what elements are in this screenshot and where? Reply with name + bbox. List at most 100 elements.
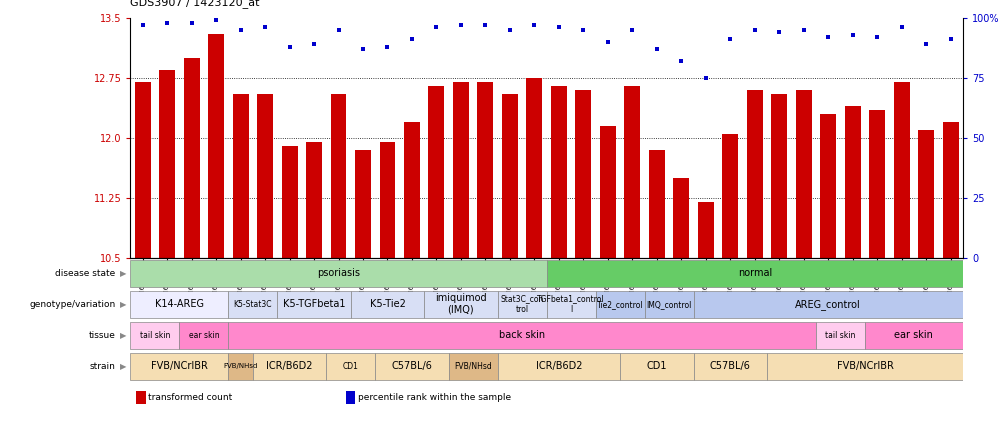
Text: C57BL/6: C57BL/6 (391, 361, 432, 371)
Point (672, 57, 688, 64)
Bar (893, 82, 909, 258)
Point (501, 26, 517, 33)
Text: back skin: back skin (499, 330, 545, 340)
Bar (767, 353, 962, 380)
Point (599, 38, 615, 45)
Bar (477, 82, 493, 258)
Point (183, 19, 199, 26)
Bar (917, 130, 933, 258)
Point (942, 36, 958, 43)
Point (159, 19, 175, 26)
Point (795, 26, 811, 33)
Bar (595, 291, 644, 317)
Bar (672, 178, 688, 258)
Bar (282, 146, 298, 258)
Text: genotype/variation: genotype/variation (29, 300, 115, 309)
Text: ▶: ▶ (120, 300, 126, 309)
Bar (232, 94, 248, 258)
Bar (550, 86, 566, 258)
Bar (575, 90, 591, 258)
Bar (644, 291, 692, 317)
Text: ear skin: ear skin (894, 330, 933, 340)
Bar (424, 291, 497, 317)
Bar (130, 291, 228, 317)
Text: IMQ_control: IMQ_control (645, 300, 691, 309)
Text: FVB/NHsd: FVB/NHsd (454, 362, 492, 371)
Bar (844, 106, 860, 258)
Text: Stat3C_con
trol: Stat3C_con trol (500, 294, 543, 314)
Text: CD1: CD1 (646, 361, 666, 371)
Bar (159, 70, 175, 258)
Point (355, 45, 371, 52)
Text: tissue: tissue (88, 331, 115, 340)
Text: ICR/B6D2: ICR/B6D2 (266, 361, 313, 371)
Bar (816, 322, 864, 349)
Bar (130, 353, 228, 380)
Bar (942, 122, 958, 258)
Text: K5-TGFbeta1: K5-TGFbeta1 (283, 299, 345, 309)
Point (477, 21, 493, 28)
Text: FVB/NCrIBR: FVB/NCrIBR (150, 361, 207, 371)
Point (379, 43, 395, 50)
Point (232, 26, 248, 33)
Bar (746, 90, 762, 258)
Bar (428, 86, 444, 258)
Text: ▶: ▶ (120, 269, 126, 278)
Bar (721, 134, 737, 258)
Text: imiquimod
(IMQ): imiquimod (IMQ) (435, 293, 486, 315)
Text: K5-Tie2: K5-Tie2 (369, 299, 405, 309)
Bar (345, 391, 355, 404)
Text: transformed count: transformed count (148, 393, 232, 402)
Text: C57BL/6: C57BL/6 (709, 361, 749, 371)
Bar (253, 353, 326, 380)
Point (648, 45, 664, 52)
Bar (820, 114, 836, 258)
Point (282, 43, 298, 50)
Text: ICR/B6D2: ICR/B6D2 (535, 361, 581, 371)
Text: strain: strain (89, 362, 115, 371)
Bar (179, 322, 228, 349)
Point (623, 26, 639, 33)
Point (257, 24, 273, 31)
Bar (257, 94, 273, 258)
Bar (326, 353, 375, 380)
Text: TGFbeta1_control
l: TGFbeta1_control l (537, 294, 604, 314)
Bar (501, 94, 517, 258)
Bar (546, 260, 962, 286)
Bar (306, 142, 322, 258)
Text: tail skin: tail skin (139, 331, 170, 340)
Text: FVB/NHsd: FVB/NHsd (223, 363, 258, 369)
Bar (331, 94, 346, 258)
Point (134, 21, 150, 28)
Point (820, 33, 836, 40)
Bar (228, 353, 253, 380)
Point (745, 26, 763, 33)
Point (893, 24, 909, 31)
Point (330, 26, 347, 33)
Bar (795, 90, 811, 258)
Bar (648, 150, 664, 258)
Point (550, 24, 566, 31)
Text: tail skin: tail skin (825, 331, 855, 340)
Bar (134, 82, 150, 258)
Text: ear skin: ear skin (188, 331, 219, 340)
Text: AREG_control: AREG_control (795, 299, 861, 309)
Text: K5-Stat3C: K5-Stat3C (233, 300, 272, 309)
Bar (404, 122, 420, 258)
Point (428, 24, 444, 31)
Text: GDS3907 / 1423120_at: GDS3907 / 1423120_at (130, 0, 260, 8)
Point (771, 28, 787, 36)
Text: Tie2_control: Tie2_control (596, 300, 642, 309)
Point (721, 36, 737, 43)
Text: disease state: disease state (55, 269, 115, 278)
Point (306, 40, 322, 48)
Bar (453, 82, 468, 258)
Bar (228, 322, 816, 349)
Text: ▶: ▶ (120, 362, 126, 371)
Bar (355, 150, 371, 258)
Bar (497, 291, 546, 317)
Point (207, 16, 223, 24)
Bar (183, 58, 199, 258)
Bar (619, 353, 692, 380)
Text: FVB/NCrIBR: FVB/NCrIBR (836, 361, 893, 371)
